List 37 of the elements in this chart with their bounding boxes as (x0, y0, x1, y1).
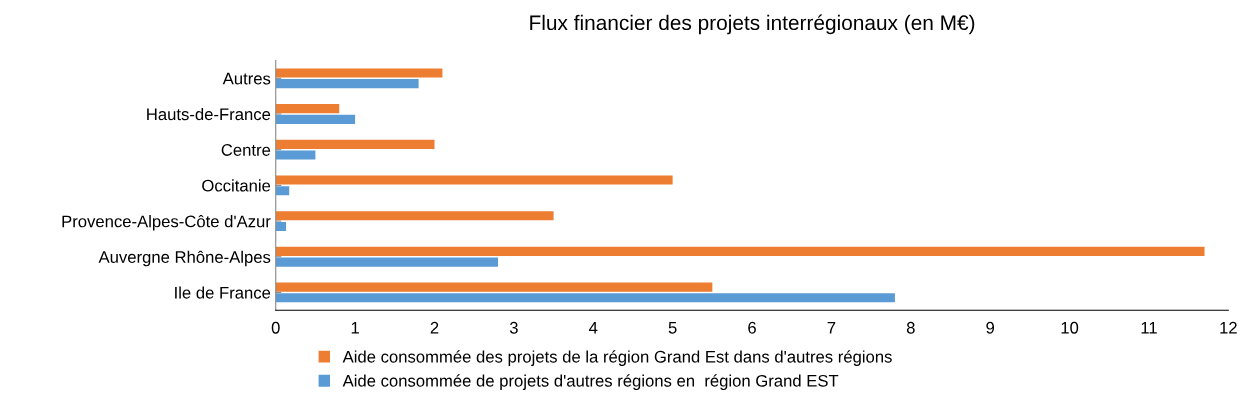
x-tick-label: 8 (906, 321, 915, 334)
bar (275, 175, 673, 185)
bar (275, 211, 554, 221)
x-tick-label: 9 (986, 321, 995, 334)
bar (275, 293, 895, 303)
bar (275, 257, 498, 267)
y-tick-label: Auvergne Rhône-Alpes (98, 250, 271, 267)
x-tick-label: 10 (1061, 321, 1079, 334)
bar (275, 79, 419, 89)
y-tick-label: Provence-Alpes-Côte d'Azur (62, 215, 271, 231)
bar (275, 246, 1205, 256)
y-tick-label: Centre (221, 144, 271, 156)
y-tick-label: Occitanie (202, 179, 271, 192)
legend-label: Aide consommée des projets de la région Grand Est dans d'autres régions (342, 350, 892, 366)
x-tick-label: 12 (1220, 321, 1237, 334)
y-tick-label: Autres (222, 72, 271, 85)
x-tick-label: 3 (509, 321, 518, 334)
bar (275, 114, 356, 124)
y-tick-label: Ile de France (175, 286, 271, 299)
y-tick-label: Hauts-de-France (147, 107, 271, 121)
x-tick-label: 7 (827, 322, 836, 334)
bar (275, 221, 287, 231)
bar (275, 150, 316, 160)
bar (275, 282, 713, 292)
chart-title: Flux financier des projets interrégionaux (en M€) (530, 14, 975, 35)
bar (275, 68, 443, 78)
x-tick-label: 1 (351, 322, 359, 334)
x-tick-label: 4 (589, 322, 598, 334)
x-tick-label: 0 (271, 321, 280, 334)
x-tick-label: 11 (1141, 322, 1157, 334)
bar (275, 104, 340, 114)
bar (275, 139, 435, 149)
bar (275, 186, 290, 196)
x-tick-label: 5 (668, 322, 677, 334)
legend-label: Aide consommée de projets d'autres régions en région Grand EST (342, 374, 839, 391)
x-tick-label: 6 (748, 321, 756, 334)
x-tick-label: 2 (430, 321, 439, 334)
